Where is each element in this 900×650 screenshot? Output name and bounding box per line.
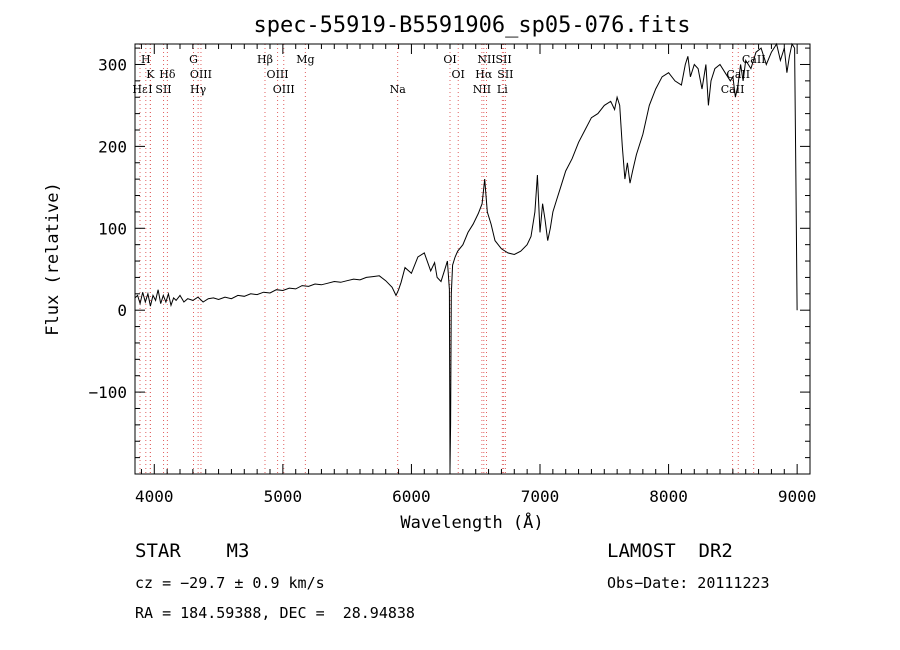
x-tick-label: 5000 [264, 487, 303, 506]
line-marker-label: G [189, 53, 198, 66]
line-marker-label: OIII [190, 68, 212, 81]
line-marker-label: K [146, 68, 155, 81]
y-tick-label: 0 [117, 301, 127, 320]
x-axis-ticks: 4000 5000 6000 7000 8000 9000 [135, 44, 816, 506]
plot-frame [134, 43, 811, 475]
line-marker-label: Li [497, 83, 508, 96]
line-marker-label: SII [155, 83, 171, 96]
x-tick-label: 7000 [521, 487, 560, 506]
line-marker-label: I [148, 83, 152, 96]
line-marker-label: H [141, 53, 151, 66]
x-tick-label: 4000 [135, 487, 174, 506]
line-marker-label: Hβ [257, 53, 273, 66]
observation-date: Obs−Date: 20111223 [607, 574, 770, 592]
line-marker-label: OI [443, 53, 456, 66]
x-tick-label: 9000 [778, 487, 817, 506]
line-marker-label: NII [477, 53, 495, 66]
object-class: STAR M3 [135, 540, 250, 562]
line-marker-label: Na [390, 83, 407, 96]
spectrum-line [134, 42, 798, 470]
coordinates: RA = 184.59388, DEC = 28.94838 [135, 604, 415, 622]
line-marker-label: SII [497, 68, 513, 81]
line-marker-label: OIII [273, 83, 295, 96]
line-marker-label: OIII [267, 68, 289, 81]
line-marker-label: Hα [475, 68, 493, 81]
redshift-velocity: cz = −29.7 ± 0.9 km/s [135, 574, 325, 592]
y-axis-label: Flux (relative) [43, 182, 63, 336]
y-tick-label: 100 [98, 219, 127, 238]
line-marker-label: SII [495, 53, 511, 66]
line-marker-label: Hγ [190, 83, 207, 96]
line-marker-label: NII [473, 83, 491, 96]
line-markers [139, 44, 755, 474]
chart-title: spec-55919-B5591906_sp05-076.fits [253, 13, 690, 38]
x-tick-label: 8000 [649, 487, 688, 506]
line-marker-label: Hδ [159, 68, 176, 81]
y-axis-ticks: −100 0 100 200 300 [88, 47, 810, 475]
survey-name: LAMOST DR2 [607, 540, 733, 562]
y-tick-label: 300 [98, 55, 127, 74]
y-tick-label: −100 [88, 383, 127, 402]
line-marker-labels: HK Hε I Hδ SII G OIII Hγ Hβ OIII OIII Mg Na OI OI NII NI… [132, 53, 765, 96]
line-marker-label: OI [452, 68, 465, 81]
line-marker-label: CaII [721, 83, 745, 96]
x-tick-label: 6000 [392, 487, 431, 506]
x-axis-label: Wavelength (Å) [400, 511, 543, 533]
line-marker-label: Hε [132, 83, 148, 96]
y-tick-label: 200 [98, 137, 127, 156]
line-marker-label: Mg [296, 53, 314, 66]
